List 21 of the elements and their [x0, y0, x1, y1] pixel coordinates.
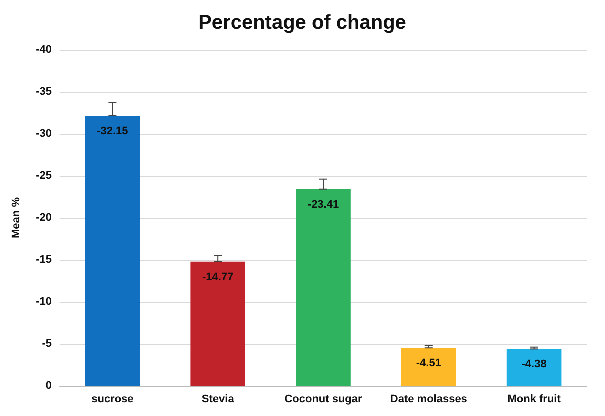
y-tick-label: -5: [42, 338, 52, 350]
y-axis-title: Mean %: [10, 197, 22, 238]
data-label: -4.51: [416, 358, 442, 370]
x-tick-label: Date molasses: [390, 394, 468, 406]
x-tick-label: sucrose: [92, 394, 134, 406]
chart-title: Percentage of change: [198, 12, 406, 34]
y-tick-label: -35: [36, 86, 52, 98]
y-tick-label: -15: [36, 254, 52, 266]
y-tick-label: -25: [36, 170, 52, 182]
x-tick-label: Coconut sugar: [284, 394, 364, 406]
data-label: -23.41: [308, 198, 340, 211]
y-tick-label: -40: [36, 44, 52, 56]
y-tick-label: -20: [36, 212, 52, 224]
y-tick-label: -30: [36, 128, 52, 140]
data-label: -4.38: [522, 358, 547, 371]
x-tick-label: Monk fruit: [508, 394, 562, 406]
y-tick-label: 0: [46, 380, 52, 392]
data-label: -14.77: [202, 271, 234, 284]
x-tick-label: Stevia: [202, 394, 236, 406]
data-label: -32.15: [97, 125, 128, 138]
y-tick-label: -10: [36, 296, 52, 308]
